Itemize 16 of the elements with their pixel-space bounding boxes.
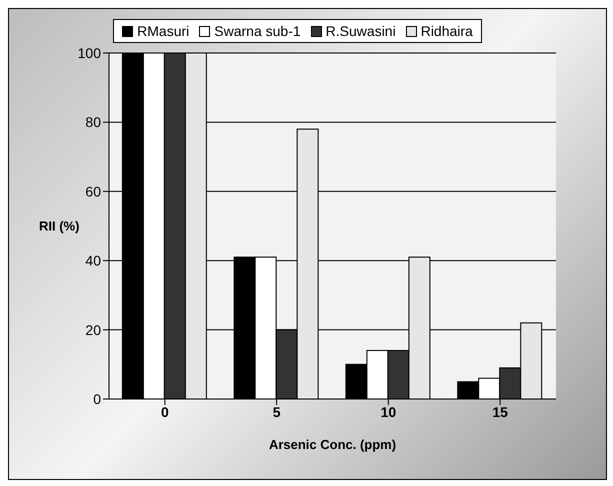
y-tick-label: 0 (93, 390, 102, 407)
x-tick-label: 10 (380, 404, 396, 420)
legend-label: Swarna sub-1 (214, 23, 301, 39)
y-tick-label: 80 (85, 114, 102, 130)
y-tick-label: 100 (78, 44, 102, 61)
x-tick-label: 15 (492, 404, 508, 420)
legend-label: Ridhaira (420, 23, 473, 39)
y-tick-label: 40 (85, 252, 102, 269)
legend-label: RMasuri (137, 23, 190, 39)
legend-label: R.Suwasini (326, 23, 396, 39)
y-tick-label: 60 (85, 183, 102, 200)
x-tick-label: 0 (160, 404, 169, 420)
y-tick-label: 20 (85, 322, 102, 338)
x-axis-title: Arsenic Conc. (ppm) (268, 437, 396, 452)
x-tick-label: 5 (272, 404, 281, 420)
y-axis-title: RII (%) (39, 218, 80, 234)
